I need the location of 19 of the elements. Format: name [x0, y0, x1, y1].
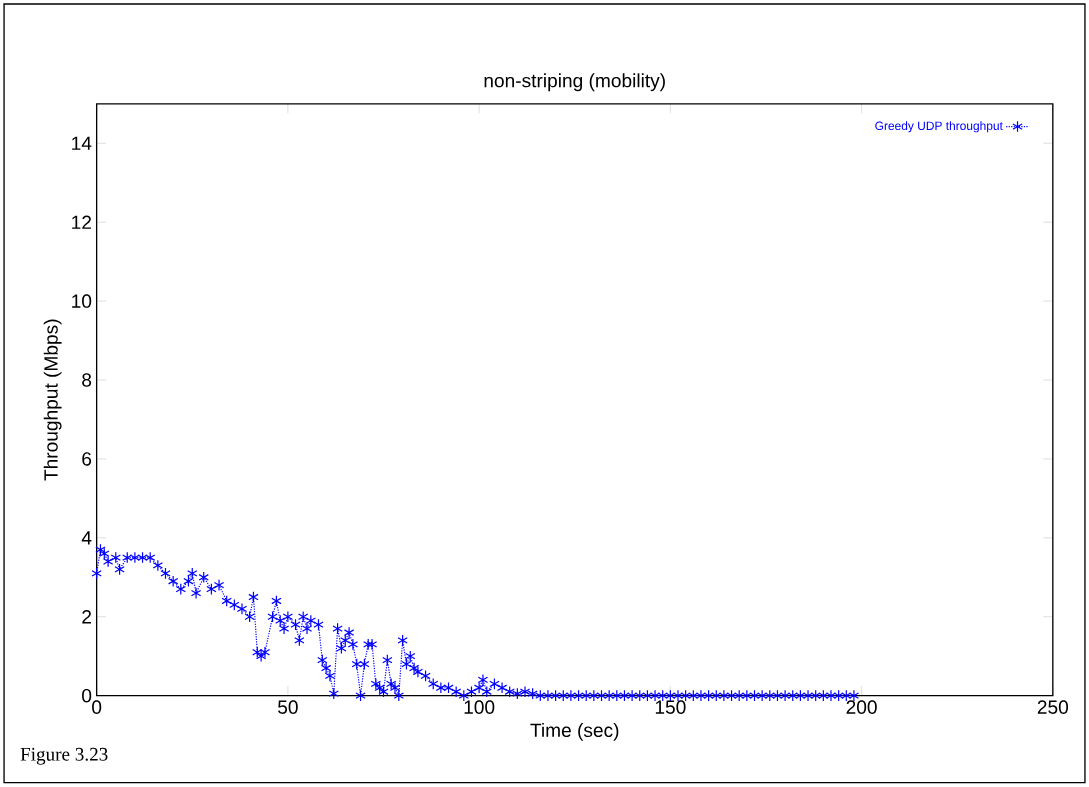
- y-tick-label: 8: [82, 373, 92, 387]
- x-tick-label: 250: [1037, 700, 1069, 715]
- x-tick-label: 100: [464, 700, 495, 715]
- y-tick-label: 6: [82, 452, 92, 466]
- x-tick-label: 150: [655, 700, 686, 715]
- x-tick-label: 50: [278, 700, 298, 715]
- y-axis-title: Throughput (Mbps): [43, 319, 62, 481]
- chart-title: non-striping (mobility): [484, 73, 665, 92]
- y-tick-label: 4: [81, 531, 92, 545]
- y-tick-label: 14: [72, 136, 92, 151]
- x-tick-label: 200: [846, 700, 877, 715]
- y-tick-label: 0: [82, 689, 92, 703]
- x-tick-label: 0: [92, 700, 102, 715]
- legend-label: Greedy UDP throughput: [875, 121, 1003, 133]
- y-tick-label: 10: [72, 294, 92, 309]
- y-tick-label: 2: [82, 610, 91, 624]
- y-tick-label: 12: [72, 215, 91, 230]
- caption: Figure 3.23: [20, 748, 108, 765]
- x-axis-title: Time (sec): [530, 723, 619, 742]
